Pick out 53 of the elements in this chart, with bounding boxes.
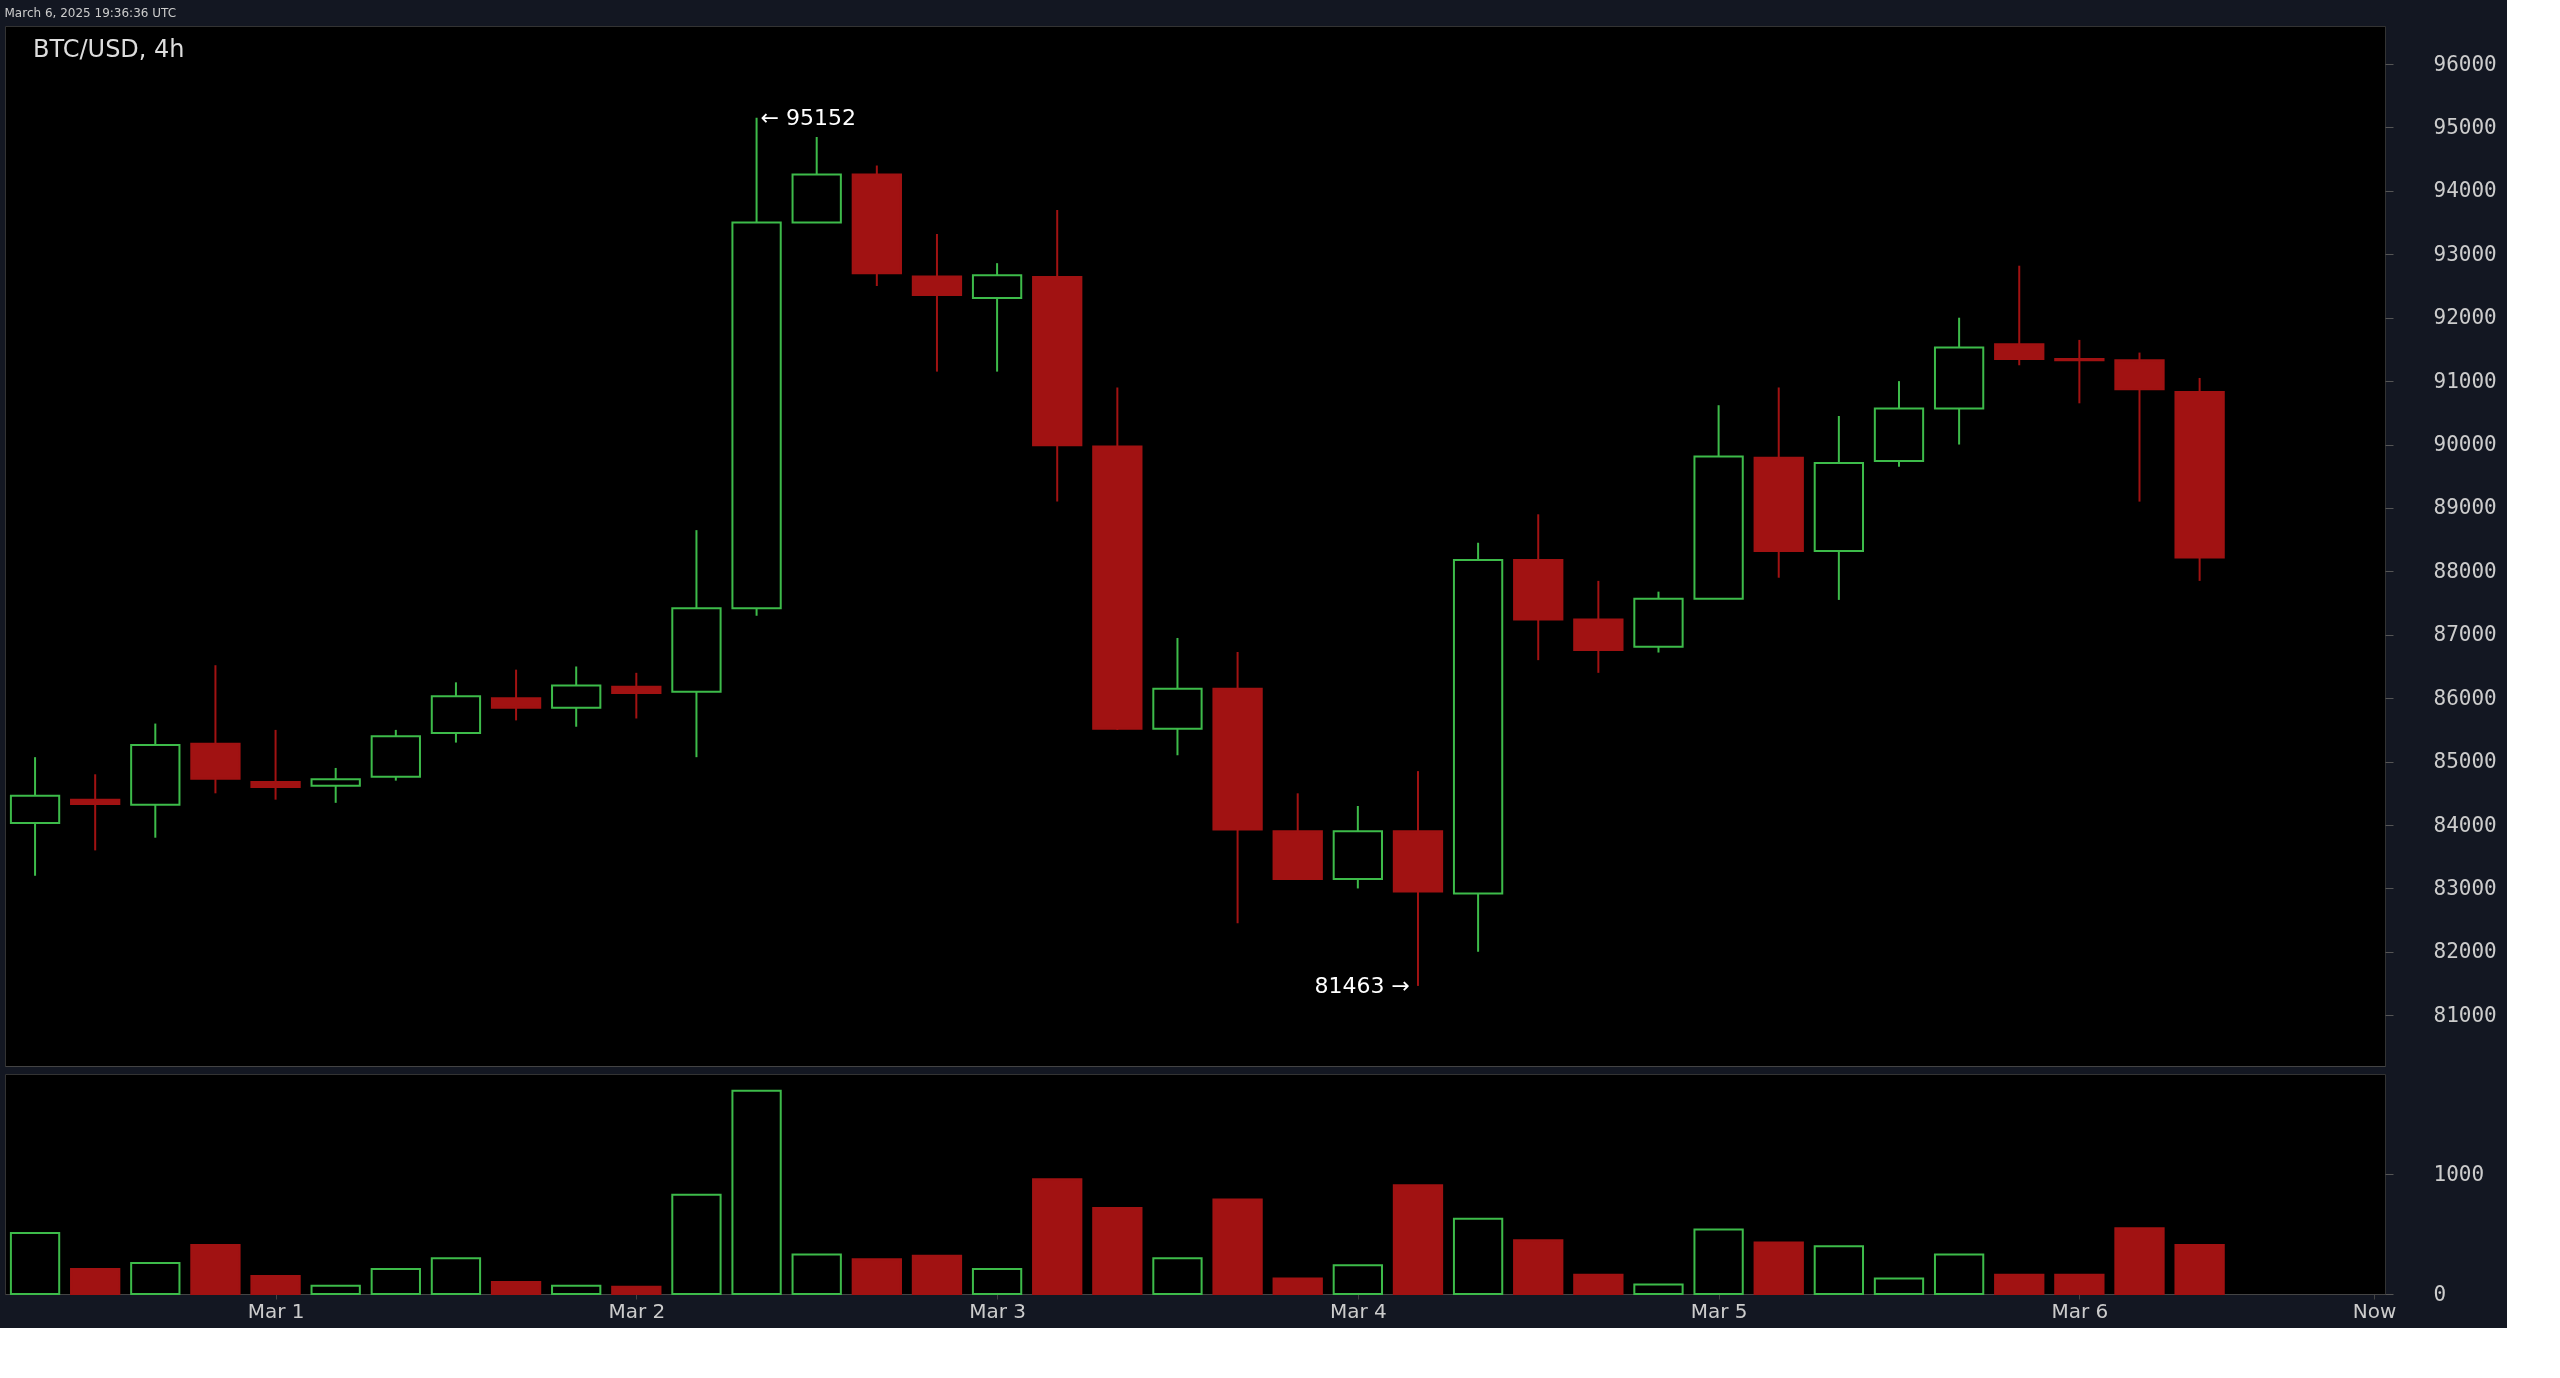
bar bbox=[1212, 1198, 1263, 1295]
bar bbox=[1994, 1273, 2045, 1295]
y-tick-label: 89000 bbox=[2433, 495, 2497, 520]
bar bbox=[1032, 1178, 1083, 1295]
y-tick-label: 85000 bbox=[2433, 749, 2497, 774]
bar bbox=[1753, 1241, 1804, 1295]
bar bbox=[911, 1254, 963, 1295]
bar bbox=[851, 1258, 902, 1295]
bar bbox=[490, 1281, 542, 1295]
x-tick-label: Mar 1 bbox=[247, 1298, 305, 1323]
bar bbox=[2054, 1273, 2105, 1295]
y-tick-label: 1000 bbox=[2433, 1161, 2485, 1186]
x-tick-label: Mar 2 bbox=[608, 1298, 666, 1323]
y-tick-label: 84000 bbox=[2433, 812, 2497, 837]
bar bbox=[2174, 1243, 2225, 1295]
y-tick-label: 91000 bbox=[2433, 368, 2497, 393]
y-tick-label: 88000 bbox=[2433, 558, 2497, 583]
y-tick-label: 83000 bbox=[2433, 875, 2497, 900]
y-tick-label: 86000 bbox=[2433, 685, 2497, 710]
annotation: ← 95152 bbox=[760, 104, 856, 130]
bar bbox=[2114, 1227, 2165, 1295]
bar bbox=[1392, 1184, 1444, 1295]
x-tick-label: Mar 4 bbox=[1329, 1298, 1387, 1323]
candlestick bbox=[310, 766, 361, 804]
candlestick bbox=[2054, 338, 2105, 405]
y-tick-label: 92000 bbox=[2433, 305, 2497, 330]
bar bbox=[1272, 1277, 1323, 1295]
x-tick-label: Mar 6 bbox=[2051, 1298, 2109, 1323]
x-tick-label: Now bbox=[2352, 1298, 2397, 1323]
bar bbox=[1573, 1273, 1624, 1295]
candlestick bbox=[70, 773, 121, 852]
bar bbox=[70, 1267, 121, 1295]
y-tick-label: 96000 bbox=[2433, 51, 2497, 76]
x-tick-label: Mar 3 bbox=[969, 1298, 1026, 1323]
y-tick-label: 93000 bbox=[2433, 241, 2497, 266]
bar bbox=[190, 1243, 241, 1295]
y-tick-label: 82000 bbox=[2433, 939, 2497, 964]
candlestick bbox=[611, 671, 662, 720]
bar bbox=[250, 1275, 301, 1295]
annotation: 81463 → bbox=[1314, 972, 1410, 998]
x-tick-label: Mar 5 bbox=[1690, 1298, 1748, 1323]
chart-title: BTC/USD, 4h bbox=[33, 35, 185, 63]
y-tick-label: 95000 bbox=[2433, 114, 2497, 139]
bar bbox=[1092, 1206, 1143, 1295]
bar bbox=[1513, 1239, 1564, 1295]
text: March 6, 2025 19:36:36 UTC bbox=[4, 5, 177, 20]
y-tick-label: 90000 bbox=[2433, 432, 2497, 457]
y-tick-label: 87000 bbox=[2433, 622, 2497, 647]
candlestick bbox=[250, 728, 301, 801]
bar bbox=[611, 1285, 662, 1295]
y-tick-label: 0 bbox=[2433, 1281, 2447, 1306]
y-tick-label: 94000 bbox=[2433, 178, 2497, 203]
y-tick-label: 81000 bbox=[2433, 1002, 2497, 1027]
